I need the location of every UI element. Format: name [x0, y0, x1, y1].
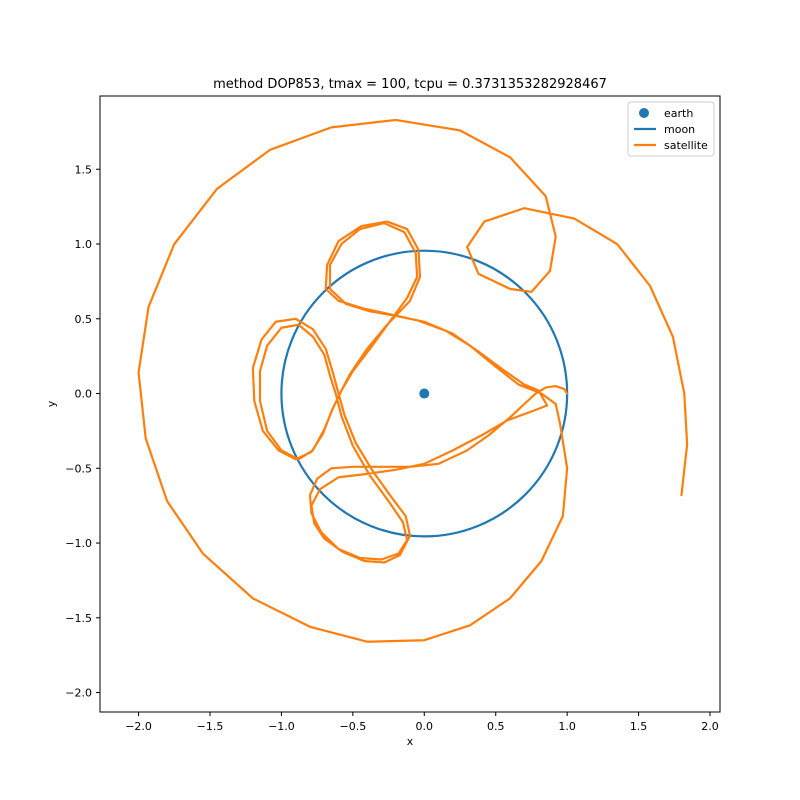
legend-label-earth: earth: [664, 107, 693, 120]
x-axis-ticks: −2.0 −1.5 −1.0 −0.5 0.0 0.5 1.0 1.5 2.0: [125, 712, 719, 733]
x-tick-label: 2.0: [701, 720, 719, 733]
plot-area: [137, 118, 689, 643]
x-tick-label: −2.0: [125, 720, 152, 733]
x-tick-label: 0.0: [416, 720, 434, 733]
y-tick-label: −1.0: [65, 537, 92, 550]
legend-label-moon: moon: [664, 123, 695, 136]
y-axis-ticks: −2.0 −1.5 −1.0 −0.5 0.0 0.5 1.0 1.5: [65, 163, 100, 700]
x-tick-label: −1.5: [197, 720, 224, 733]
x-tick-label: −0.5: [339, 720, 366, 733]
x-tick-label: −1.0: [268, 720, 295, 733]
y-tick-label: −2.0: [65, 687, 92, 700]
legend: earth moon satellite: [627, 101, 715, 157]
legend-box: [627, 101, 715, 157]
series-satellite: [137, 118, 689, 643]
legend-label-satellite: satellite: [664, 139, 708, 152]
x-tick-label: 1.0: [558, 720, 576, 733]
y-tick-label: 1.0: [75, 238, 93, 251]
y-tick-label: −0.5: [65, 462, 92, 475]
x-tick-label: 0.5: [487, 720, 505, 733]
plot-frame: [99, 95, 721, 713]
y-axis-label: y: [45, 400, 58, 407]
y-tick-label: −1.5: [65, 612, 92, 625]
x-tick-label: 1.5: [630, 720, 648, 733]
x-axis-label: x: [407, 735, 414, 748]
chart-title: method DOP853, tmax = 100, tcpu = 0.3731…: [213, 77, 607, 92]
legend-marker-earth: [639, 108, 649, 118]
series-earth-point: [419, 388, 430, 399]
y-tick-label: 0.0: [75, 388, 93, 401]
y-tick-label: 1.5: [75, 163, 93, 176]
y-tick-label: 0.5: [75, 313, 93, 326]
